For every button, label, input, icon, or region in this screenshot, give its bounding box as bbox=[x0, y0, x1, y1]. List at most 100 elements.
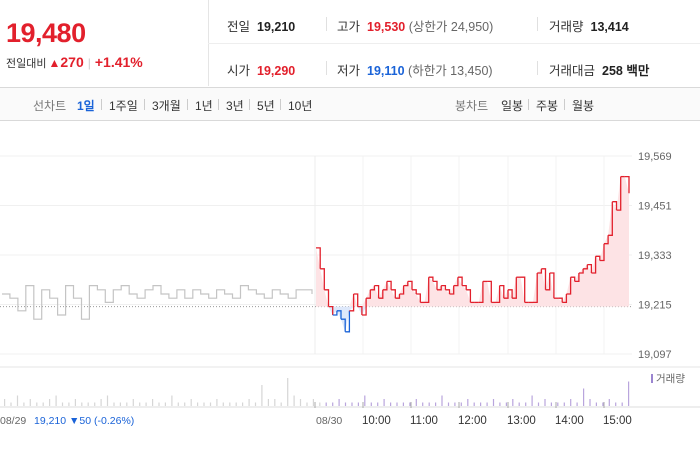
volume-bar bbox=[402, 402, 404, 406]
volume-bar bbox=[550, 402, 552, 406]
today-line-segment bbox=[591, 256, 597, 274]
today-line-segment bbox=[332, 310, 338, 316]
today-line-segment bbox=[445, 289, 451, 294]
intraday-chart[interactable]: 19,569 19,451 19,333 19,215 19,097 거래량 08/29… bbox=[0, 120, 700, 450]
volume-bar bbox=[344, 402, 347, 406]
today-line-segment bbox=[336, 310, 342, 320]
current-price: 19,480 bbox=[6, 18, 86, 48]
y-tick-label: 19,451 bbox=[638, 201, 672, 213]
today-line-segment bbox=[449, 285, 455, 295]
volume-legend-swatch bbox=[651, 374, 653, 383]
prev-day-series bbox=[2, 285, 313, 320]
tab-3m[interactable]: 3개월 bbox=[152, 99, 181, 113]
y-tick-label: 19,215 bbox=[638, 300, 672, 312]
volume-bar bbox=[235, 402, 237, 406]
x-tick-label: 11:00 bbox=[410, 415, 438, 427]
today-line-segment bbox=[357, 305, 363, 315]
volume-bar bbox=[473, 402, 475, 406]
today-line-segment bbox=[587, 263, 593, 273]
volume-bar bbox=[171, 395, 173, 406]
volume-bar bbox=[544, 399, 546, 406]
tab-1w[interactable]: 1주일 bbox=[109, 99, 138, 113]
volume-bar bbox=[570, 399, 572, 406]
volume-bar bbox=[203, 402, 205, 406]
tab-3y[interactable]: 3년 bbox=[226, 99, 244, 113]
volume-bar bbox=[152, 399, 154, 406]
divider bbox=[537, 61, 538, 75]
volume-bar bbox=[216, 399, 218, 406]
volume-bar bbox=[467, 399, 469, 406]
tab-10y[interactable]: 10년 bbox=[288, 99, 313, 113]
volume-bar bbox=[190, 399, 192, 406]
volume-bar bbox=[100, 399, 102, 406]
volume-bar bbox=[106, 395, 109, 406]
today-line-segment bbox=[386, 280, 392, 290]
volume-bar bbox=[563, 402, 565, 406]
volume-bar bbox=[119, 402, 121, 406]
volume-bar bbox=[126, 402, 128, 406]
volume-bar bbox=[261, 385, 263, 406]
volume-bar bbox=[512, 399, 514, 406]
volume-bar bbox=[42, 402, 44, 406]
stat-value: 19,530 bbox=[367, 20, 406, 34]
today-line-segment bbox=[395, 294, 401, 299]
today-line-segment bbox=[503, 289, 509, 299]
today-line-segment bbox=[361, 298, 367, 316]
volume-bar bbox=[357, 402, 359, 406]
stat-low: 저가 19,110 (하한가 13,450) bbox=[337, 60, 493, 79]
change-row: 전일대비 ▲270 | +1.41% bbox=[6, 54, 143, 71]
stat-label: 고가 bbox=[337, 20, 361, 34]
volume-bar bbox=[287, 378, 289, 406]
period-tab-bar: 선차트 1일 1주일 3개월 1년 3년 5년 10년 봉차트 일봉 주봉 월봉 bbox=[0, 87, 700, 121]
volume-bar bbox=[209, 402, 212, 406]
x-tick-label: 13:00 bbox=[507, 415, 536, 427]
today-line-segment bbox=[487, 280, 492, 303]
volume-bar bbox=[608, 399, 610, 406]
today-line-segment bbox=[391, 289, 396, 299]
volume-bar bbox=[396, 402, 398, 406]
volume-bar bbox=[415, 399, 417, 406]
today-line-segment bbox=[574, 273, 580, 283]
today-line-segment bbox=[378, 289, 384, 299]
today-line-segment bbox=[520, 276, 526, 303]
today-line-segment bbox=[583, 264, 588, 270]
candle-chart-label: 봉차트 bbox=[455, 99, 489, 113]
volume-bar bbox=[460, 402, 462, 406]
volume-bar bbox=[29, 399, 31, 406]
volume-bar bbox=[319, 402, 321, 406]
today-line-segment bbox=[512, 277, 517, 299]
divider bbox=[326, 61, 327, 75]
today-line-segment bbox=[478, 281, 484, 304]
today-line-segment bbox=[353, 293, 359, 307]
volume-bar bbox=[312, 399, 314, 406]
today-line-segment bbox=[349, 294, 355, 312]
today-line-segment bbox=[533, 273, 538, 304]
tab-1d[interactable]: 1일 bbox=[77, 99, 95, 113]
volume-bar bbox=[139, 402, 141, 406]
today-line-segment bbox=[599, 243, 605, 262]
tab-monthly[interactable]: 월봉 bbox=[572, 99, 595, 113]
volume-bar bbox=[197, 402, 199, 406]
today-line-segment bbox=[566, 277, 572, 295]
tab-daily[interactable]: 일봉 bbox=[501, 99, 524, 113]
prev-day-close: 19,210 ▼50 (-0.26%) bbox=[34, 415, 134, 427]
volume-bar bbox=[184, 402, 186, 406]
stat-value: 13,414 bbox=[590, 20, 629, 34]
today-line-segment bbox=[407, 280, 413, 290]
volume-bar bbox=[383, 399, 385, 406]
volume-bar bbox=[364, 395, 366, 406]
volume-bar bbox=[36, 402, 38, 406]
volume-bar bbox=[531, 395, 533, 406]
volume-bar bbox=[158, 402, 160, 406]
tab-1y[interactable]: 1년 bbox=[195, 99, 213, 113]
y-tick-label: 19,569 bbox=[638, 151, 672, 163]
tab-weekly[interactable]: 주봉 bbox=[536, 99, 559, 113]
stat-label: 전일 bbox=[227, 20, 251, 34]
stat-label: 거래대금 bbox=[549, 64, 596, 78]
volume-bar bbox=[628, 381, 630, 406]
volume-bar bbox=[229, 402, 231, 406]
tab-5y[interactable]: 5년 bbox=[257, 99, 275, 113]
volume-bar bbox=[306, 402, 308, 406]
volume-bar bbox=[422, 402, 424, 406]
divider bbox=[280, 99, 281, 110]
